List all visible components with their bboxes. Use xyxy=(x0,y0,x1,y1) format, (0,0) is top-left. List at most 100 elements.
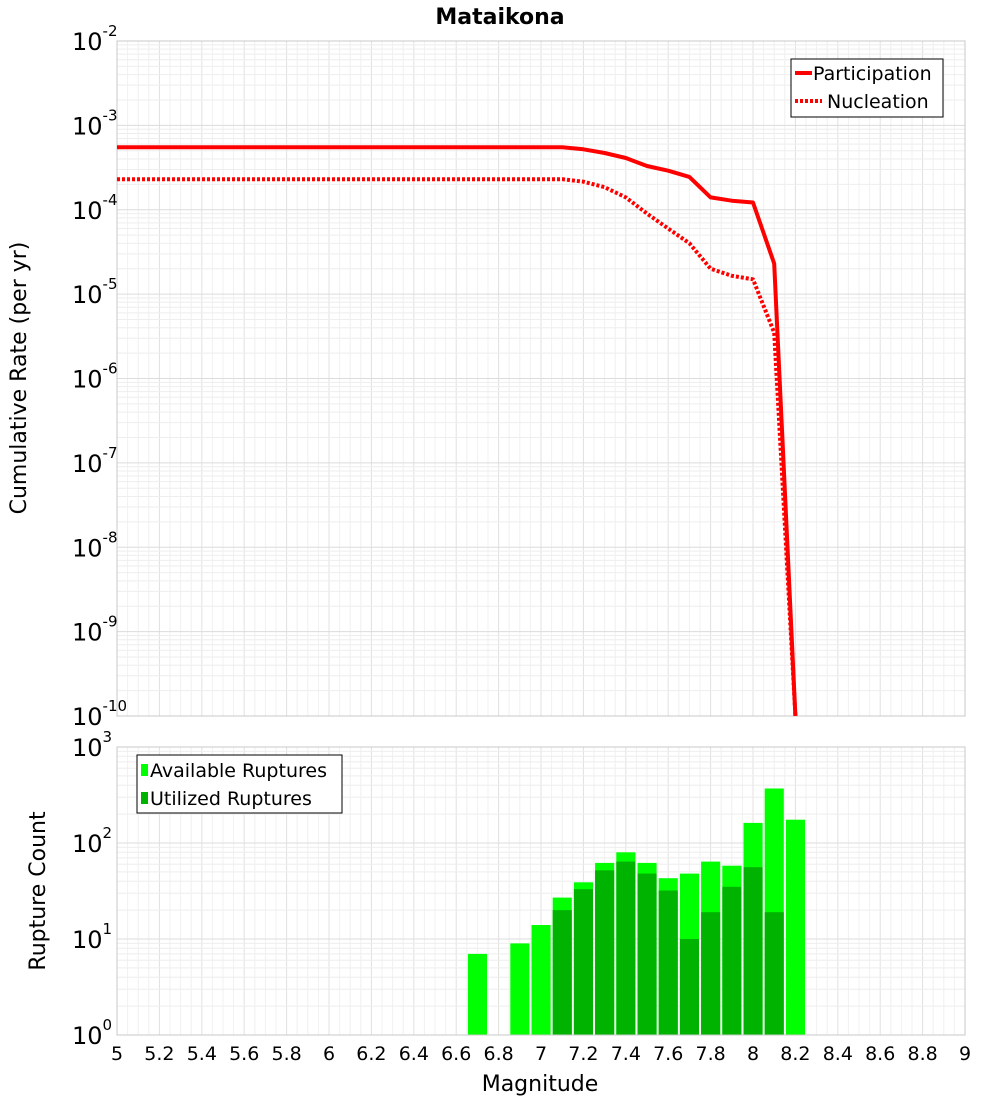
top-legend-box xyxy=(790,58,944,118)
y-tick-label: 10-8 xyxy=(72,528,118,562)
bar-available-ruptures xyxy=(531,925,551,1035)
y-tick-base: 10 xyxy=(72,619,103,647)
series-line-nucleation xyxy=(117,177,798,717)
top-y-axis-label: Cumulative Rate (per yr) xyxy=(7,242,32,515)
y-tick-label: 10-10 xyxy=(72,697,127,731)
legend-utilized-label: Utilized Ruptures xyxy=(150,788,312,810)
x-tick-label: 5.4 xyxy=(187,1043,217,1065)
x-tick-label: 5 xyxy=(111,1043,123,1065)
y-tick-base: 10 xyxy=(72,281,103,309)
bar-available-ruptures xyxy=(785,819,805,1035)
y-tick-label: 10-3 xyxy=(72,106,118,140)
y-tick-base: 10 xyxy=(72,1022,103,1050)
y-tick-exponent: 0 xyxy=(103,1016,113,1034)
bar-available-ruptures xyxy=(467,953,487,1035)
legend-utilized-swatch xyxy=(141,792,148,804)
y-tick-exponent: -7 xyxy=(103,444,118,462)
bar-utilized-ruptures xyxy=(552,910,572,1035)
bar-utilized-ruptures xyxy=(722,886,742,1035)
y-tick-exponent: -5 xyxy=(103,275,118,293)
y-tick-exponent: 3 xyxy=(103,728,113,746)
y-tick-label: 101 xyxy=(72,920,112,954)
bottom-bars xyxy=(467,788,805,1035)
legend-available-label: Available Ruptures xyxy=(150,760,327,782)
chart-title: Mataikona xyxy=(435,5,564,30)
series-line-participation xyxy=(117,145,798,717)
bar-utilized-ruptures xyxy=(573,889,593,1035)
top-series xyxy=(117,145,798,717)
bar-utilized-ruptures xyxy=(616,861,636,1035)
y-tick-base: 10 xyxy=(72,450,103,478)
y-tick-base: 10 xyxy=(72,28,103,56)
x-tick-labels: 5 5.2 5.4 5.6 5.8 6 6.2 6.4 6.6 6.8 7 7.2 7.4 7.6 7.8 8… xyxy=(111,1043,971,1065)
bottom-legend: Available Ruptures Utilized Ruptures xyxy=(136,754,343,814)
legend-participation-label: Participation xyxy=(813,63,932,85)
x-tick-label: 8.6 xyxy=(865,1043,895,1065)
x-tick-label: 7.4 xyxy=(611,1043,641,1065)
y-tick-label: 102 xyxy=(72,824,112,858)
y-tick-exponent: -4 xyxy=(103,191,118,209)
x-tick-label: 8 xyxy=(747,1043,759,1065)
x-tick-label: 9 xyxy=(959,1043,971,1065)
x-tick-label: 6.8 xyxy=(483,1043,513,1065)
bottom-plot-frame xyxy=(116,746,966,1036)
top-grid xyxy=(116,41,966,717)
y-tick-exponent: -2 xyxy=(103,22,118,40)
x-tick-label: 5.2 xyxy=(144,1043,174,1065)
y-tick-base: 10 xyxy=(72,534,103,562)
y-tick-label: 103 xyxy=(72,728,112,762)
y-tick-base: 10 xyxy=(72,112,103,140)
y-tick-exponent: -6 xyxy=(103,360,118,378)
bar-utilized-ruptures xyxy=(637,873,657,1035)
y-tick-base: 10 xyxy=(72,830,103,858)
y-tick-label: 10-4 xyxy=(72,191,118,225)
bar-utilized-ruptures xyxy=(764,912,784,1035)
x-tick-label: 7.6 xyxy=(653,1043,683,1065)
top-plot-frame xyxy=(116,40,966,717)
y-tick-label: 10-6 xyxy=(72,360,118,394)
x-tick-label: 6.4 xyxy=(399,1043,429,1065)
y-tick-base: 10 xyxy=(72,366,103,394)
y-tick-exponent: 1 xyxy=(103,920,113,938)
legend-nucleation-label: Nucleation xyxy=(827,91,929,113)
bar-utilized-ruptures xyxy=(743,867,763,1035)
x-tick-label: 7.2 xyxy=(568,1043,598,1065)
x-tick-label: 6.2 xyxy=(356,1043,386,1065)
bar-available-ruptures xyxy=(510,943,530,1035)
legend-available-swatch xyxy=(141,764,148,776)
y-tick-label: 10-2 xyxy=(72,22,118,56)
x-tick-label: 8.2 xyxy=(780,1043,810,1065)
y-tick-exponent: -8 xyxy=(103,528,118,546)
y-tick-base: 10 xyxy=(72,926,103,954)
y-tick-exponent: -9 xyxy=(103,613,118,631)
bar-utilized-ruptures xyxy=(595,870,615,1035)
y-tick-base: 10 xyxy=(72,197,103,225)
y-tick-label: 10-9 xyxy=(72,613,118,647)
x-tick-label: 7 xyxy=(535,1043,547,1065)
x-tick-label: 6.6 xyxy=(441,1043,471,1065)
y-tick-label: 100 xyxy=(72,1016,112,1050)
bar-utilized-ruptures xyxy=(658,890,678,1035)
x-tick-label: 6 xyxy=(323,1043,335,1065)
y-tick-label: 10-5 xyxy=(72,275,118,309)
y-tick-exponent: -3 xyxy=(103,106,118,124)
x-axis-label: Magnitude xyxy=(482,1072,599,1097)
x-tick-label: 5.6 xyxy=(229,1043,259,1065)
y-tick-base: 10 xyxy=(72,703,103,731)
y-tick-label: 10-7 xyxy=(72,444,118,478)
bar-utilized-ruptures xyxy=(701,912,721,1035)
bottom-legend-box xyxy=(136,754,343,814)
x-tick-label: 8.8 xyxy=(907,1043,937,1065)
x-tick-label: 8.4 xyxy=(823,1043,853,1065)
top-legend: Participation Nucleation xyxy=(790,58,944,118)
x-tick-label: 7.8 xyxy=(695,1043,725,1065)
y-tick-exponent: -10 xyxy=(103,697,128,715)
y-tick-exponent: 2 xyxy=(103,824,113,842)
y-tick-base: 10 xyxy=(72,734,103,762)
bar-utilized-ruptures xyxy=(679,939,699,1035)
bottom-y-axis-label: Rupture Count xyxy=(26,811,51,971)
x-tick-label: 5.8 xyxy=(271,1043,301,1065)
